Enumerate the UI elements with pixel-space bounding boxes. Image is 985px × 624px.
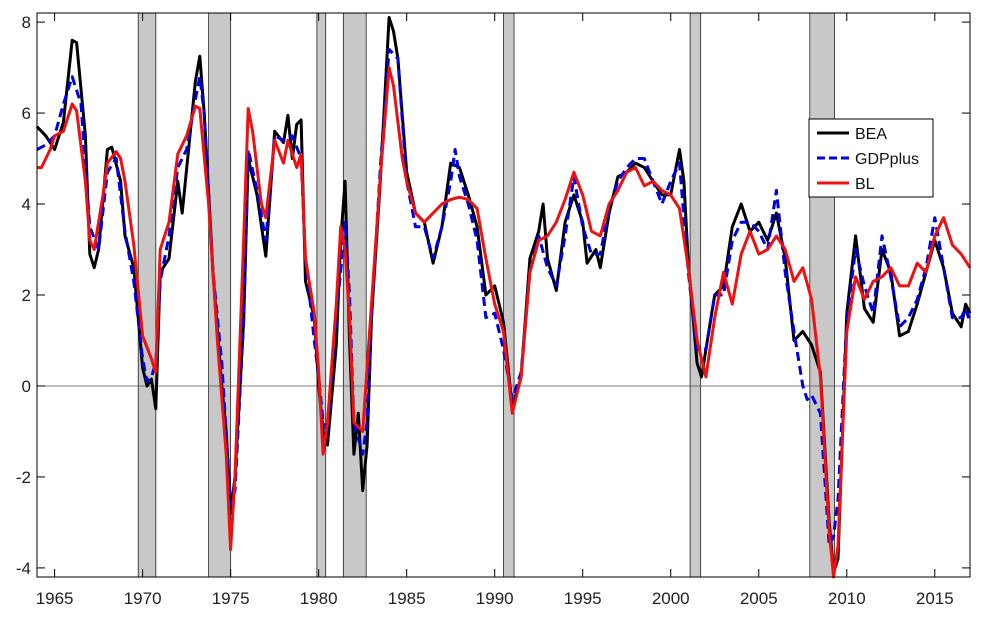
x-tick-label: 1975 [212,589,250,608]
x-tick-label: 1980 [300,589,338,608]
x-tick-label: 1985 [388,589,426,608]
legend-label-bl: BL [855,176,875,193]
recession-band [809,12,835,578]
y-tick-label: 0 [22,377,31,396]
x-tick-label: 1970 [124,589,162,608]
recession-band [137,12,157,578]
legend-label-bea: BEA [855,126,887,143]
legend: BEA GDPplus BL [808,118,934,198]
y-tick-label: 8 [22,13,31,32]
x-tick-label: 1995 [564,589,602,608]
x-tick-label: 1965 [36,589,74,608]
x-tick-label: 1990 [476,589,514,608]
x-tick-label: 2015 [916,589,954,608]
x-tick-label: 2010 [828,589,866,608]
axes-layer: -4 -2 0 2 4 6 8 1965 1970 1975 1980 1985 1990 1995 200… [16,12,971,608]
recession-band [316,12,327,578]
series-line-bea [35,16,972,574]
x-tick-label: 2005 [740,589,778,608]
x-tick-label: 2000 [652,589,690,608]
series-line-bl [37,66,972,579]
y-tick-label: -4 [16,559,31,578]
y-tick-label: 2 [22,286,31,305]
series-line-gdpplus [36,47,972,547]
recession-band [503,12,515,578]
y-tick-label: -2 [16,468,31,487]
legend-label-gdpplus: GDPplus [855,151,919,168]
series-layer [35,16,972,579]
y-tick-label: 6 [22,104,31,123]
y-tick-label: 4 [22,195,31,214]
